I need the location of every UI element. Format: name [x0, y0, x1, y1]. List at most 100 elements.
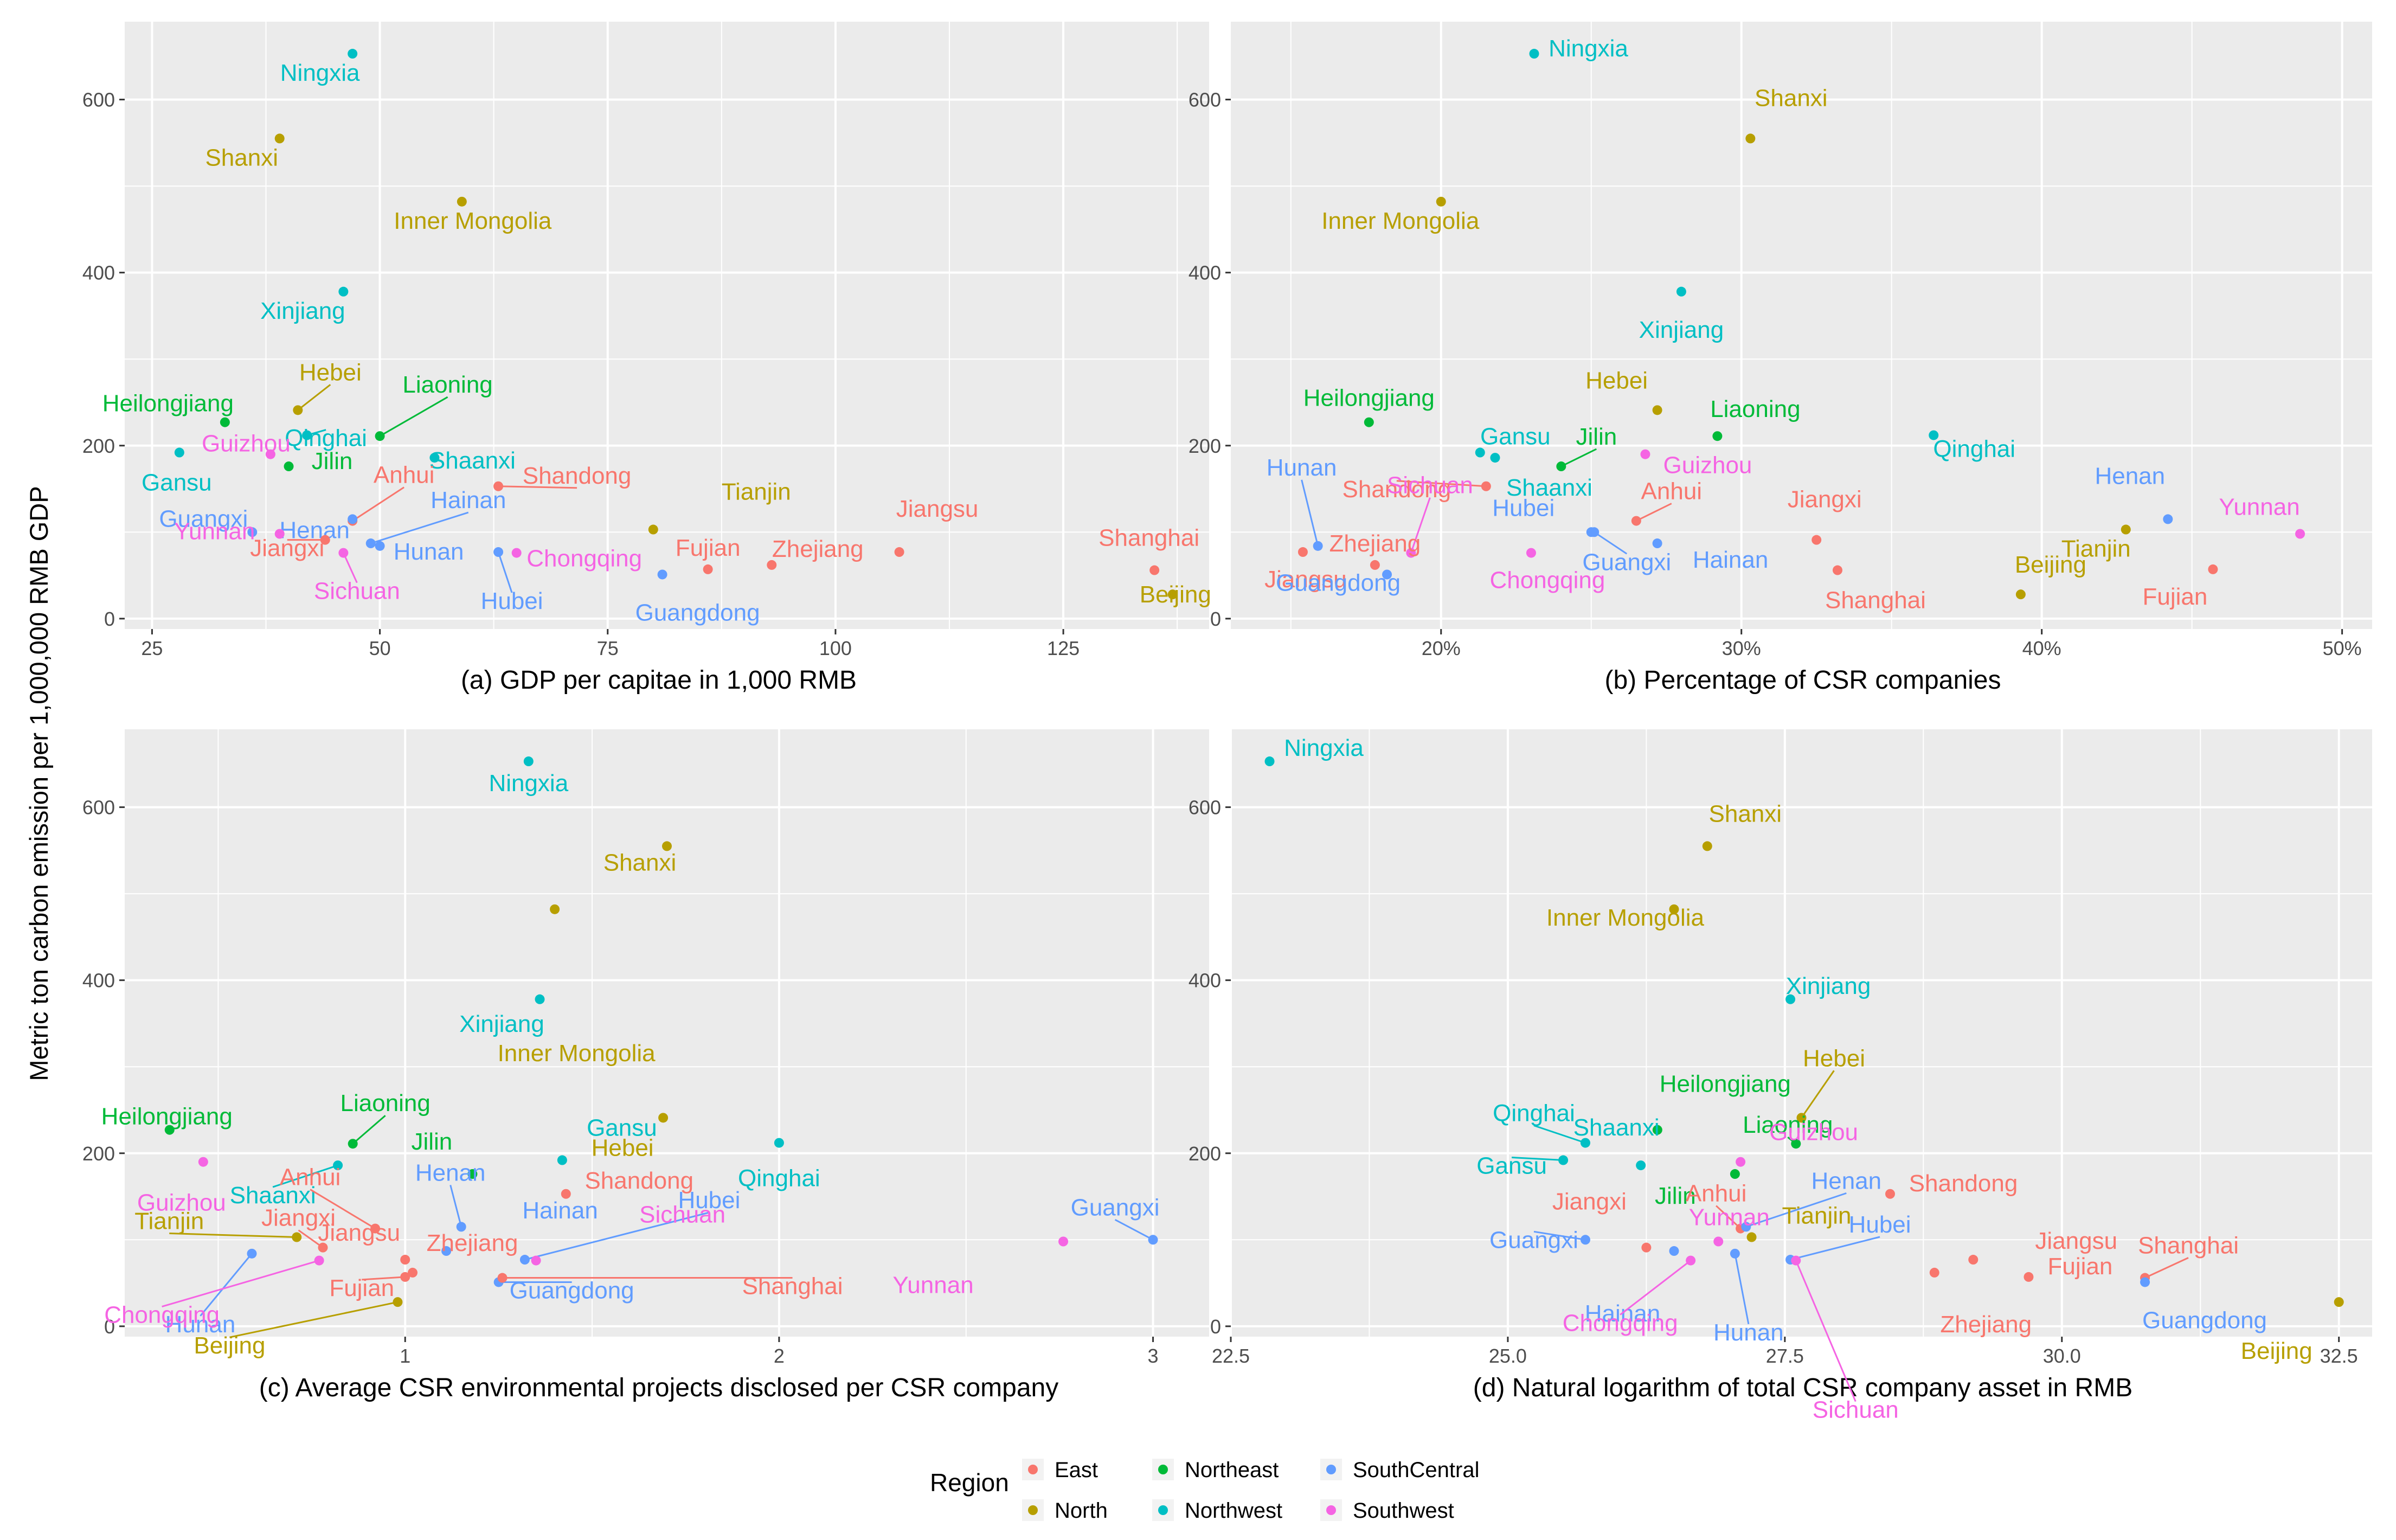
- x-tick-label: 75: [597, 637, 619, 659]
- point-gansu: [557, 1155, 567, 1165]
- point-guangxi: [1580, 1235, 1590, 1245]
- legend-label-northeast: Northeast: [1185, 1458, 1279, 1482]
- point-label-tianjin: Tianjin: [722, 479, 791, 505]
- x-axis-title: (d) Natural logarithm of total CSR compa…: [1473, 1374, 2132, 1402]
- label-leader-line: [1301, 479, 1319, 547]
- point-label-hubei: Hubei: [481, 588, 543, 614]
- point-guangdong: [2140, 1277, 2150, 1287]
- panel-4: 22.5 25.0 27.5 30.0 32.5 0 200 400 600 (d) Natura…: [1189, 729, 2372, 1423]
- point-label-yunnan: Yunnan: [892, 1272, 973, 1299]
- label-leader-line: [1620, 1260, 1692, 1316]
- point-label-zhejiang: Zhejiang: [427, 1230, 518, 1256]
- x-axis-title: (b) Percentage of CSR companies: [1604, 666, 2001, 695]
- point-label-henan: Henan: [2095, 463, 2165, 489]
- point-label-ningxia: Ningxia: [489, 770, 568, 797]
- label-leader-line: [1533, 1230, 1586, 1241]
- point-gansu: [1475, 447, 1485, 458]
- point-yunnan: [1058, 1236, 1069, 1247]
- point-label-sichuan: Sichuan: [639, 1202, 725, 1228]
- point-label-guangdong: Guangdong: [510, 1277, 634, 1304]
- point-label-guizhou: Guizhou: [202, 431, 291, 457]
- point-shanxi: [1745, 133, 1756, 144]
- point-sichuan: [338, 548, 349, 558]
- point-label-chongqing: Chongqing: [1563, 1310, 1678, 1337]
- legend-dot-northeast: [1158, 1465, 1168, 1474]
- point-label-qinghai: Qinghai: [738, 1165, 820, 1192]
- point-shanghai: [1832, 565, 1842, 575]
- point-liaoning: [1791, 1139, 1801, 1149]
- point-label-hainan: Hainan: [431, 487, 506, 514]
- point-label-hunan: Hunan: [1713, 1319, 1784, 1346]
- point-zhejiang: [767, 560, 777, 570]
- point-label-henan: Henan: [1811, 1167, 1881, 1194]
- y-tick-label: 0: [1210, 608, 1221, 630]
- point-label-hainan: Hainan: [522, 1197, 598, 1224]
- panel-1: 25 50 75 100 125 0 200 400 600 (a) GDP per capita…: [82, 22, 1211, 695]
- label-leader-line: [1734, 1253, 1750, 1325]
- point-label-hebei: Hebei: [1803, 1045, 1865, 1071]
- point-label-tianjin: Tianjin: [134, 1208, 204, 1235]
- point-label-hebei: Hebei: [1585, 367, 1648, 394]
- point-label-shandong: Shandong: [584, 1167, 693, 1194]
- point-label-chongqing: Chongqing: [104, 1302, 220, 1329]
- y-tick-label: 400: [82, 970, 115, 992]
- point-gansu: [174, 447, 184, 458]
- point-inner-mongolia: [550, 904, 560, 914]
- legend-label-southwest: Southwest: [1353, 1499, 1454, 1523]
- point-label-zhejiang: Zhejiang: [1329, 530, 1421, 557]
- point-sichuan: [531, 1255, 541, 1266]
- point-label-shanxi: Shanxi: [603, 849, 677, 876]
- point-guangxi: [1148, 1235, 1158, 1245]
- plot-background: [125, 729, 1209, 1337]
- point-label-chongqing: Chongqing: [1490, 567, 1605, 594]
- point-label-anhui: Anhui: [1641, 478, 1703, 505]
- label-leader-line: [1795, 1260, 1857, 1402]
- point-label-chongqing: Chongqing: [526, 546, 642, 572]
- point-fujian: [400, 1272, 410, 1282]
- point-hainan: [365, 538, 376, 549]
- point-label-beijing: Beijing: [194, 1332, 265, 1359]
- point-label-sichuan: Sichuan: [314, 578, 400, 605]
- point-jiangsu: [1968, 1255, 1979, 1265]
- point-label-hunan: Hunan: [394, 538, 464, 565]
- label-leader-line: [298, 1229, 324, 1248]
- point-label-liaoning: Liaoning: [1710, 396, 1800, 422]
- label-leader-line: [272, 1164, 338, 1188]
- point-guizhou: [198, 1157, 208, 1167]
- point-heilongjiang: [1364, 417, 1374, 427]
- point-label-hunan: Hunan: [165, 1311, 236, 1338]
- legend-label-east: East: [1055, 1458, 1098, 1482]
- point-guangdong: [657, 569, 667, 580]
- point-label-hainan: Hainan: [1693, 547, 1768, 573]
- y-tick-label: 0: [1210, 1316, 1221, 1338]
- point-label-xinjiang: Xinjiang: [459, 1011, 544, 1037]
- point-label-shaanxi: Shaanxi: [429, 447, 516, 474]
- y-tick-label: 200: [82, 435, 115, 457]
- point-jiangsu: [1297, 547, 1308, 557]
- point-label-shanxi: Shanxi: [205, 144, 278, 171]
- point-label-gansu: Gansu: [1480, 424, 1551, 450]
- x-tick-label: 1: [400, 1345, 410, 1367]
- point-jiangsu: [400, 1255, 410, 1265]
- point-liaoning: [1712, 431, 1723, 441]
- x-axis-title: (c) Average CSR environmental projects d…: [259, 1374, 1058, 1402]
- point-shandong: [561, 1189, 571, 1199]
- point-guangxi: [247, 527, 258, 537]
- point-jilin: [284, 461, 294, 472]
- label-leader-line: [370, 511, 469, 544]
- point-inner-mongolia: [457, 196, 467, 207]
- x-tick-label: 2: [774, 1345, 785, 1367]
- label-leader-line: [1716, 1205, 1742, 1229]
- point-guangdong: [1382, 569, 1392, 580]
- point-liaoning: [375, 431, 385, 441]
- point-qinghai: [774, 1138, 784, 1148]
- point-label-guizhou: Guizhou: [1769, 1119, 1858, 1146]
- point-shanxi: [274, 133, 285, 144]
- point-yunnan: [274, 529, 285, 539]
- point-label-jiangxi: Jiangxi: [1788, 486, 1862, 513]
- legend-dot-southwest: [1326, 1505, 1336, 1515]
- point-hebei: [293, 405, 303, 415]
- y-tick-label: 600: [82, 89, 115, 111]
- x-tick-label: 3: [1148, 1345, 1159, 1367]
- label-leader-line: [497, 551, 513, 593]
